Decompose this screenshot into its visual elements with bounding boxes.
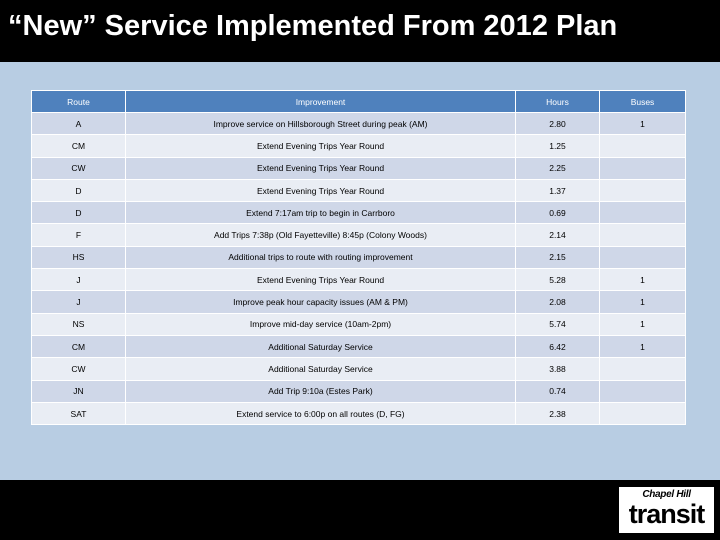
table-row: D Extend 7:17am trip to begin in Carrboro… <box>31 201 686 225</box>
cell-improvement: Improve mid-day service (10am-2pm) <box>125 312 516 336</box>
cell-route: CM <box>31 134 126 158</box>
cell-route: CM <box>31 334 126 359</box>
cell-buses <box>599 245 686 270</box>
cell-improvement: Extend Evening Trips Year Round <box>125 134 516 158</box>
cell-improvement: Improve peak hour capacity issues (AM & … <box>125 290 516 314</box>
cell-buses: 1 <box>599 334 686 359</box>
cell-route: NS <box>31 312 126 336</box>
cell-hours: 1.25 <box>515 134 600 158</box>
table-row: CM Additional Saturday Service 6.42 1 <box>31 334 686 359</box>
cell-route: CW <box>31 156 126 180</box>
cell-hours: 2.25 <box>515 156 600 180</box>
table-row: CM Extend Evening Trips Year Round 1.25 <box>31 134 686 158</box>
header-route: Route <box>31 90 126 113</box>
table-row: HS Additional trips to route with routing… <box>31 245 686 270</box>
cell-route: A <box>31 111 126 136</box>
cell-buses <box>599 201 686 225</box>
table-body: A Improve service on Hillsborough Street … <box>31 111 686 426</box>
cell-buses: 1 <box>599 290 686 314</box>
table-row: D Extend Evening Trips Year Round 1.37 <box>31 178 686 203</box>
cell-improvement: Add Trips 7:38p (Old Fayetteville) 8:45p… <box>125 223 516 247</box>
cell-buses: 1 <box>599 111 686 136</box>
header-buses: Buses <box>599 90 686 113</box>
table-row: SAT Extend service to 6:00p on all routes… <box>31 401 686 426</box>
table-row: J Extend Evening Trips Year Round 5.28 1 <box>31 268 686 292</box>
table-row: NS Improve mid-day service (10am-2pm) 5.74… <box>31 312 686 336</box>
cell-buses <box>599 401 686 426</box>
cell-buses: 1 <box>599 312 686 336</box>
table-header-row: Route Improvement Hours Buses <box>31 90 686 113</box>
cell-route: CW <box>31 357 126 381</box>
cell-hours: 5.28 <box>515 268 600 292</box>
table-row: F Add Trips 7:38p (Old Fayetteville) 8:45… <box>31 223 686 247</box>
cell-buses <box>599 134 686 158</box>
cell-hours: 6.42 <box>515 334 600 359</box>
cell-buses <box>599 178 686 203</box>
header-improvement: Improvement <box>125 90 516 113</box>
cell-improvement: Extend Evening Trips Year Round <box>125 268 516 292</box>
cell-improvement: Additional Saturday Service <box>125 334 516 359</box>
cell-improvement: Additional Saturday Service <box>125 357 516 381</box>
cell-route: J <box>31 268 126 292</box>
cell-buses <box>599 223 686 247</box>
cell-hours: 0.69 <box>515 201 600 225</box>
footer-bar <box>0 480 720 540</box>
chapel-hill-transit-logo: Chapel Hill transit <box>619 487 714 533</box>
slide-content: Route Improvement Hours Buses A Improve s… <box>0 62 720 480</box>
logo-line1: Chapel Hill <box>642 489 691 500</box>
cell-buses <box>599 379 686 403</box>
cell-improvement: Extend Evening Trips Year Round <box>125 156 516 180</box>
slide-title: “New” Service Implemented From 2012 Plan <box>8 10 618 42</box>
cell-route: D <box>31 201 126 225</box>
cell-hours: 2.38 <box>515 401 600 426</box>
cell-hours: 2.15 <box>515 245 600 270</box>
cell-improvement: Additional trips to route with routing i… <box>125 245 516 270</box>
cell-hours: 1.37 <box>515 178 600 203</box>
cell-route: JN <box>31 379 126 403</box>
title-bar: “New” Service Implemented From 2012 Plan <box>0 0 720 62</box>
cell-buses <box>599 357 686 381</box>
table-row: CW Extend Evening Trips Year Round 2.25 <box>31 156 686 180</box>
cell-route: HS <box>31 245 126 270</box>
cell-route: F <box>31 223 126 247</box>
cell-hours: 2.08 <box>515 290 600 314</box>
logo-line2: transit <box>628 499 706 529</box>
cell-improvement: Extend service to 6:00p on all routes (D… <box>125 401 516 426</box>
cell-improvement: Add Trip 9:10a (Estes Park) <box>125 379 516 403</box>
cell-buses <box>599 156 686 180</box>
cell-route: D <box>31 178 126 203</box>
table-row: J Improve peak hour capacity issues (AM &… <box>31 290 686 314</box>
cell-route: J <box>31 290 126 314</box>
cell-improvement: Improve service on Hillsborough Street d… <box>125 111 516 136</box>
cell-hours: 2.14 <box>515 223 600 247</box>
table-row: JN Add Trip 9:10a (Estes Park) 0.74 <box>31 379 686 403</box>
cell-buses: 1 <box>599 268 686 292</box>
cell-hours: 5.74 <box>515 312 600 336</box>
header-hours: Hours <box>515 90 600 113</box>
table-row: CW Additional Saturday Service 3.88 <box>31 357 686 381</box>
service-table: Route Improvement Hours Buses A Improve s… <box>31 90 686 426</box>
cell-route: SAT <box>31 401 126 426</box>
cell-hours: 3.88 <box>515 357 600 381</box>
cell-hours: 2.80 <box>515 111 600 136</box>
cell-hours: 0.74 <box>515 379 600 403</box>
cell-improvement: Extend Evening Trips Year Round <box>125 178 516 203</box>
table-row: A Improve service on Hillsborough Street … <box>31 111 686 136</box>
cell-improvement: Extend 7:17am trip to begin in Carrboro <box>125 201 516 225</box>
